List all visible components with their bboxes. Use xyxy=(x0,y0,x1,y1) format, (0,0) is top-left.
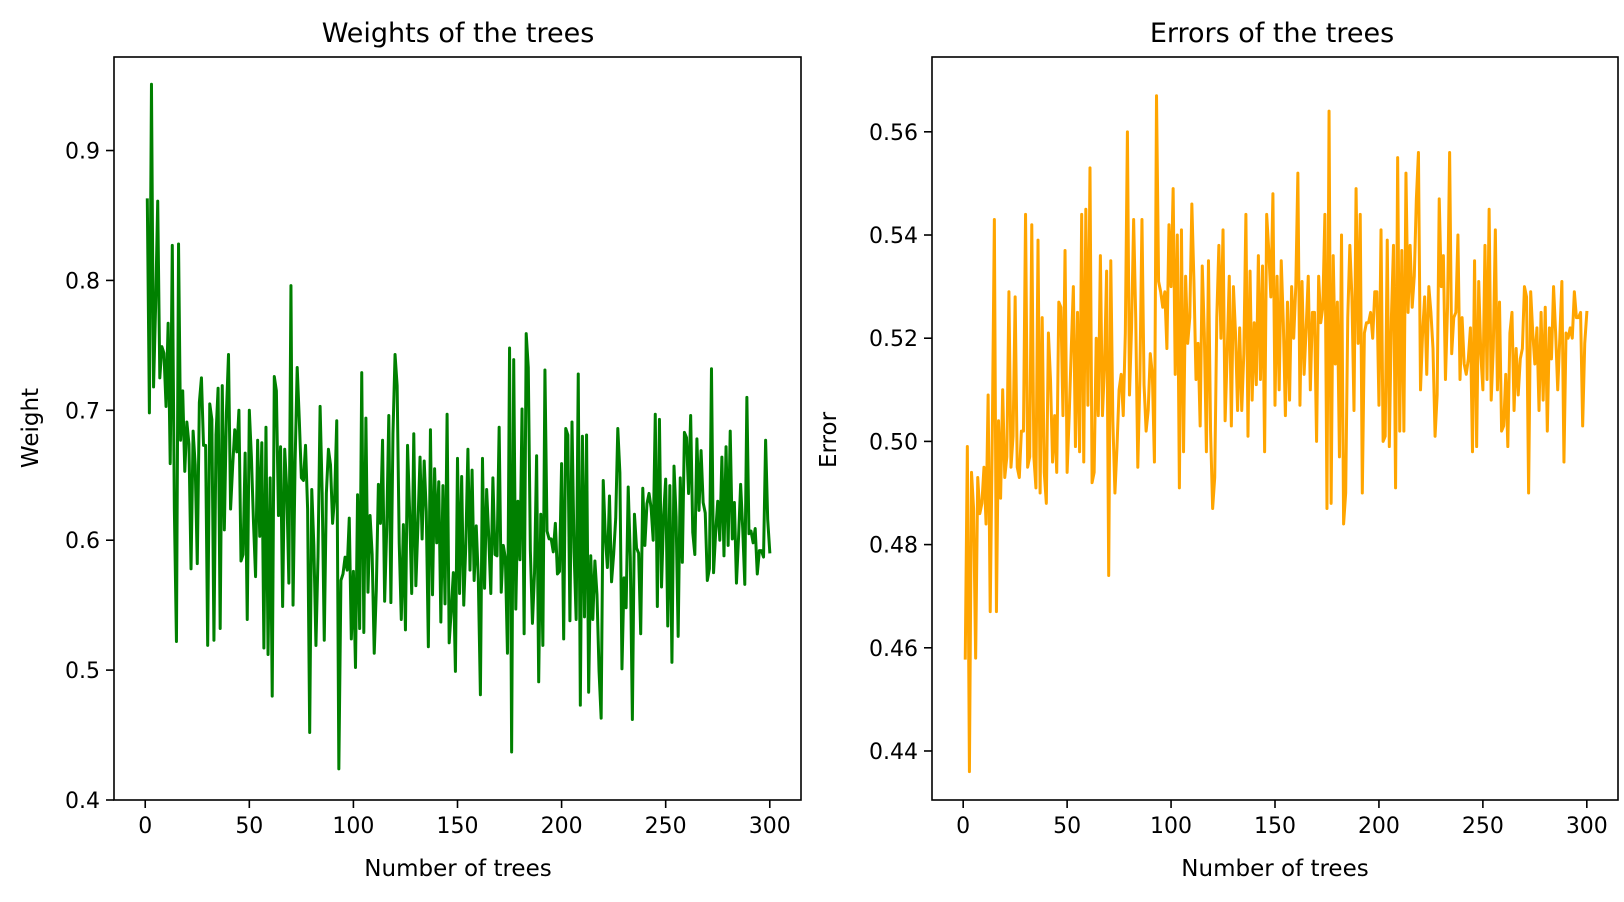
weights-y-tick-label: 0.5 xyxy=(65,659,100,684)
errors-x-tick-label: 0 xyxy=(956,814,970,839)
errors-y-tick-label: 0.52 xyxy=(869,327,918,352)
errors-x-tick-label: 150 xyxy=(1254,814,1296,839)
errors-x-tick-label: 100 xyxy=(1150,814,1192,839)
weights-x-axis-label: Number of trees xyxy=(364,856,551,882)
weights-x-tick-label: 250 xyxy=(645,814,687,839)
weights-y-tick-label: 0.6 xyxy=(65,529,100,554)
weights-chart: Weights of the trees 0 50 100 150 200 250 300 … xyxy=(18,18,802,882)
weights-x-tick-label: 150 xyxy=(437,814,479,839)
weights-x-tick-label: 200 xyxy=(541,814,583,839)
weights-x-tick-label: 50 xyxy=(235,814,263,839)
weights-y-tick-label: 0.7 xyxy=(65,399,100,424)
errors-y-tick-label: 0.54 xyxy=(869,224,918,249)
errors-y-tick-label: 0.56 xyxy=(869,121,918,146)
weights-x-tick-label: 0 xyxy=(138,814,152,839)
weights-y-tick-label: 0.4 xyxy=(65,789,100,814)
errors-y-tick-label: 0.48 xyxy=(869,534,918,559)
weights-series-line xyxy=(145,82,772,771)
errors-chart: Errors of the trees 0 50 100 150 200 250 300 0… xyxy=(816,18,1619,882)
errors-x-tick-label: 250 xyxy=(1462,814,1504,839)
weights-y-axis-label: Weight xyxy=(18,388,44,468)
weights-y-tick-label: 0.9 xyxy=(65,140,100,165)
errors-x-tick-label: 200 xyxy=(1358,814,1400,839)
errors-y-axis-label: Error xyxy=(816,411,842,468)
errors-y-tick-label: 0.46 xyxy=(869,637,918,662)
weights-y-tick-label: 0.8 xyxy=(65,269,100,294)
errors-chart-title: Errors of the trees xyxy=(1150,18,1394,49)
errors-y-tick-label: 0.44 xyxy=(869,740,918,765)
errors-series-line xyxy=(963,94,1589,774)
errors-x-axis-label: Number of trees xyxy=(1181,856,1368,882)
errors-y-tick-label: 0.50 xyxy=(869,430,918,455)
weights-chart-title: Weights of the trees xyxy=(322,18,595,49)
weights-x-tick-label: 300 xyxy=(749,814,791,839)
errors-x-tick-label: 300 xyxy=(1566,814,1608,839)
weights-x-tick-label: 100 xyxy=(332,814,374,839)
errors-x-tick-label: 50 xyxy=(1053,814,1081,839)
